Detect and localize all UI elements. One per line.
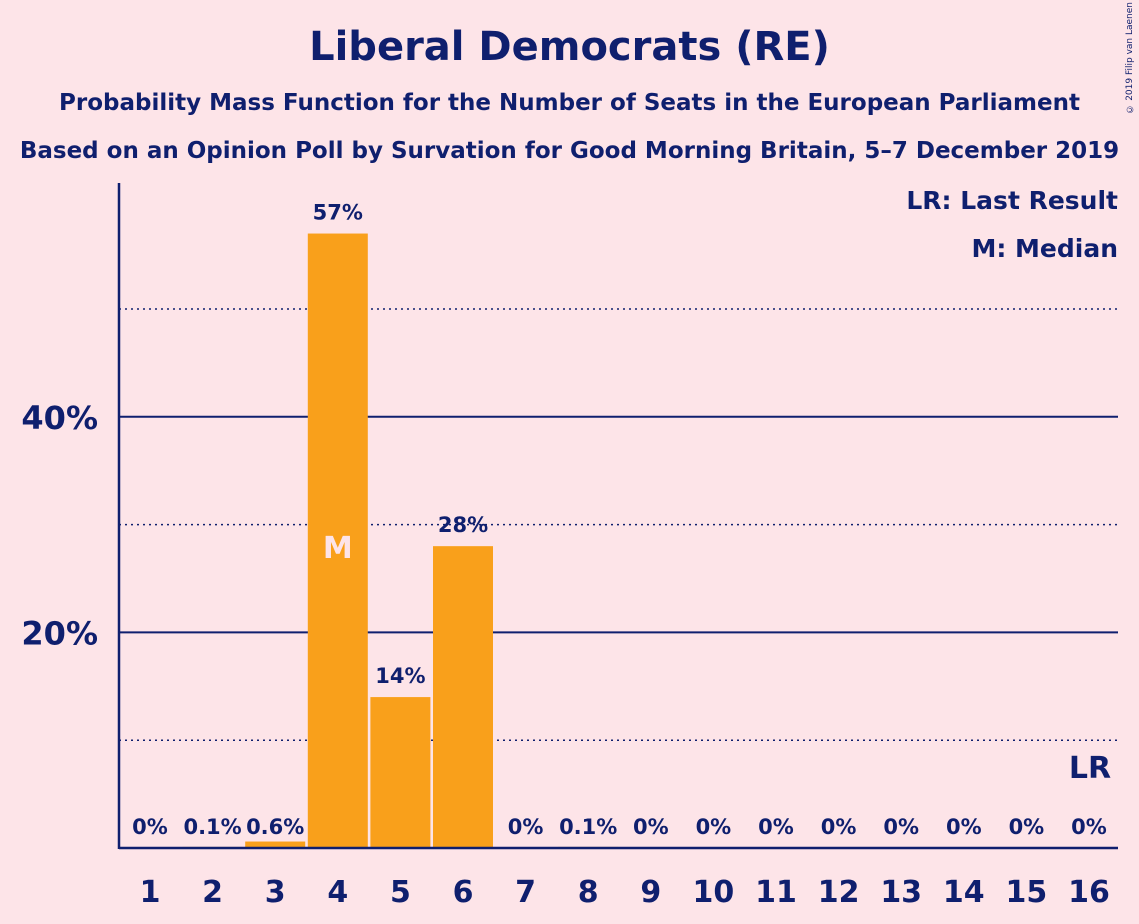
bar-value-label-10: 0% (696, 815, 732, 839)
x-tick-label-13: 13 (880, 875, 922, 910)
x-tick-label-2: 2 (202, 875, 223, 910)
bar-value-label-1: 0% (132, 815, 168, 839)
bar-seat-6 (433, 546, 493, 848)
x-tick-label-4: 4 (327, 875, 348, 910)
bar-value-label-4: 57% (313, 201, 363, 225)
x-tick-label-10: 10 (693, 875, 735, 910)
bar-seat-4 (307, 233, 368, 849)
x-tick-label-11: 11 (755, 875, 797, 910)
bar-value-label-5: 14% (375, 664, 425, 688)
y-tick-label-20: 20% (21, 614, 98, 652)
chart-subtitle: Probability Mass Function for the Number… (59, 90, 1080, 116)
bar-value-label-14: 0% (946, 815, 982, 839)
x-tick-label-3: 3 (265, 875, 286, 910)
x-tick-label-15: 15 (1006, 875, 1048, 910)
legend-median: M: Median (971, 234, 1118, 263)
x-tick-label-16: 16 (1068, 875, 1110, 910)
last-result-marker: LR (1069, 751, 1111, 786)
bar-seat-5 (370, 697, 431, 848)
bar-value-label-13: 0% (883, 815, 919, 839)
bar-value-label-2: 0.1% (183, 815, 241, 839)
x-tick-label-5: 5 (390, 875, 411, 910)
median-marker: M (323, 531, 353, 566)
y-tick-label-40: 40% (21, 399, 98, 437)
bar-value-label-9: 0% (633, 815, 669, 839)
bar-value-label-7: 0% (508, 815, 544, 839)
x-tick-label-8: 8 (578, 875, 599, 910)
bar-value-label-11: 0% (758, 815, 794, 839)
chart-source-line: Based on an Opinion Poll by Survation fo… (19, 138, 1120, 164)
x-tick-label-1: 1 (140, 875, 161, 910)
bar-value-label-16: 0% (1071, 815, 1107, 839)
bar-value-label-15: 0% (1009, 815, 1045, 839)
bar-value-label-3: 0.6% (246, 815, 304, 839)
bar-value-label-12: 0% (821, 815, 857, 839)
x-tick-label-7: 7 (515, 875, 536, 910)
bar-value-label-6: 28% (438, 513, 488, 537)
x-tick-label-6: 6 (453, 875, 474, 910)
chart-title: Liberal Democrats (RE) (309, 24, 830, 70)
x-tick-label-9: 9 (640, 875, 661, 910)
bar-seat-3 (245, 841, 306, 848)
x-tick-label-12: 12 (818, 875, 860, 910)
x-tick-label-14: 14 (943, 875, 985, 910)
bar-value-label-8: 0.1% (559, 815, 617, 839)
legend-last-result: LR: Last Result (906, 186, 1118, 215)
